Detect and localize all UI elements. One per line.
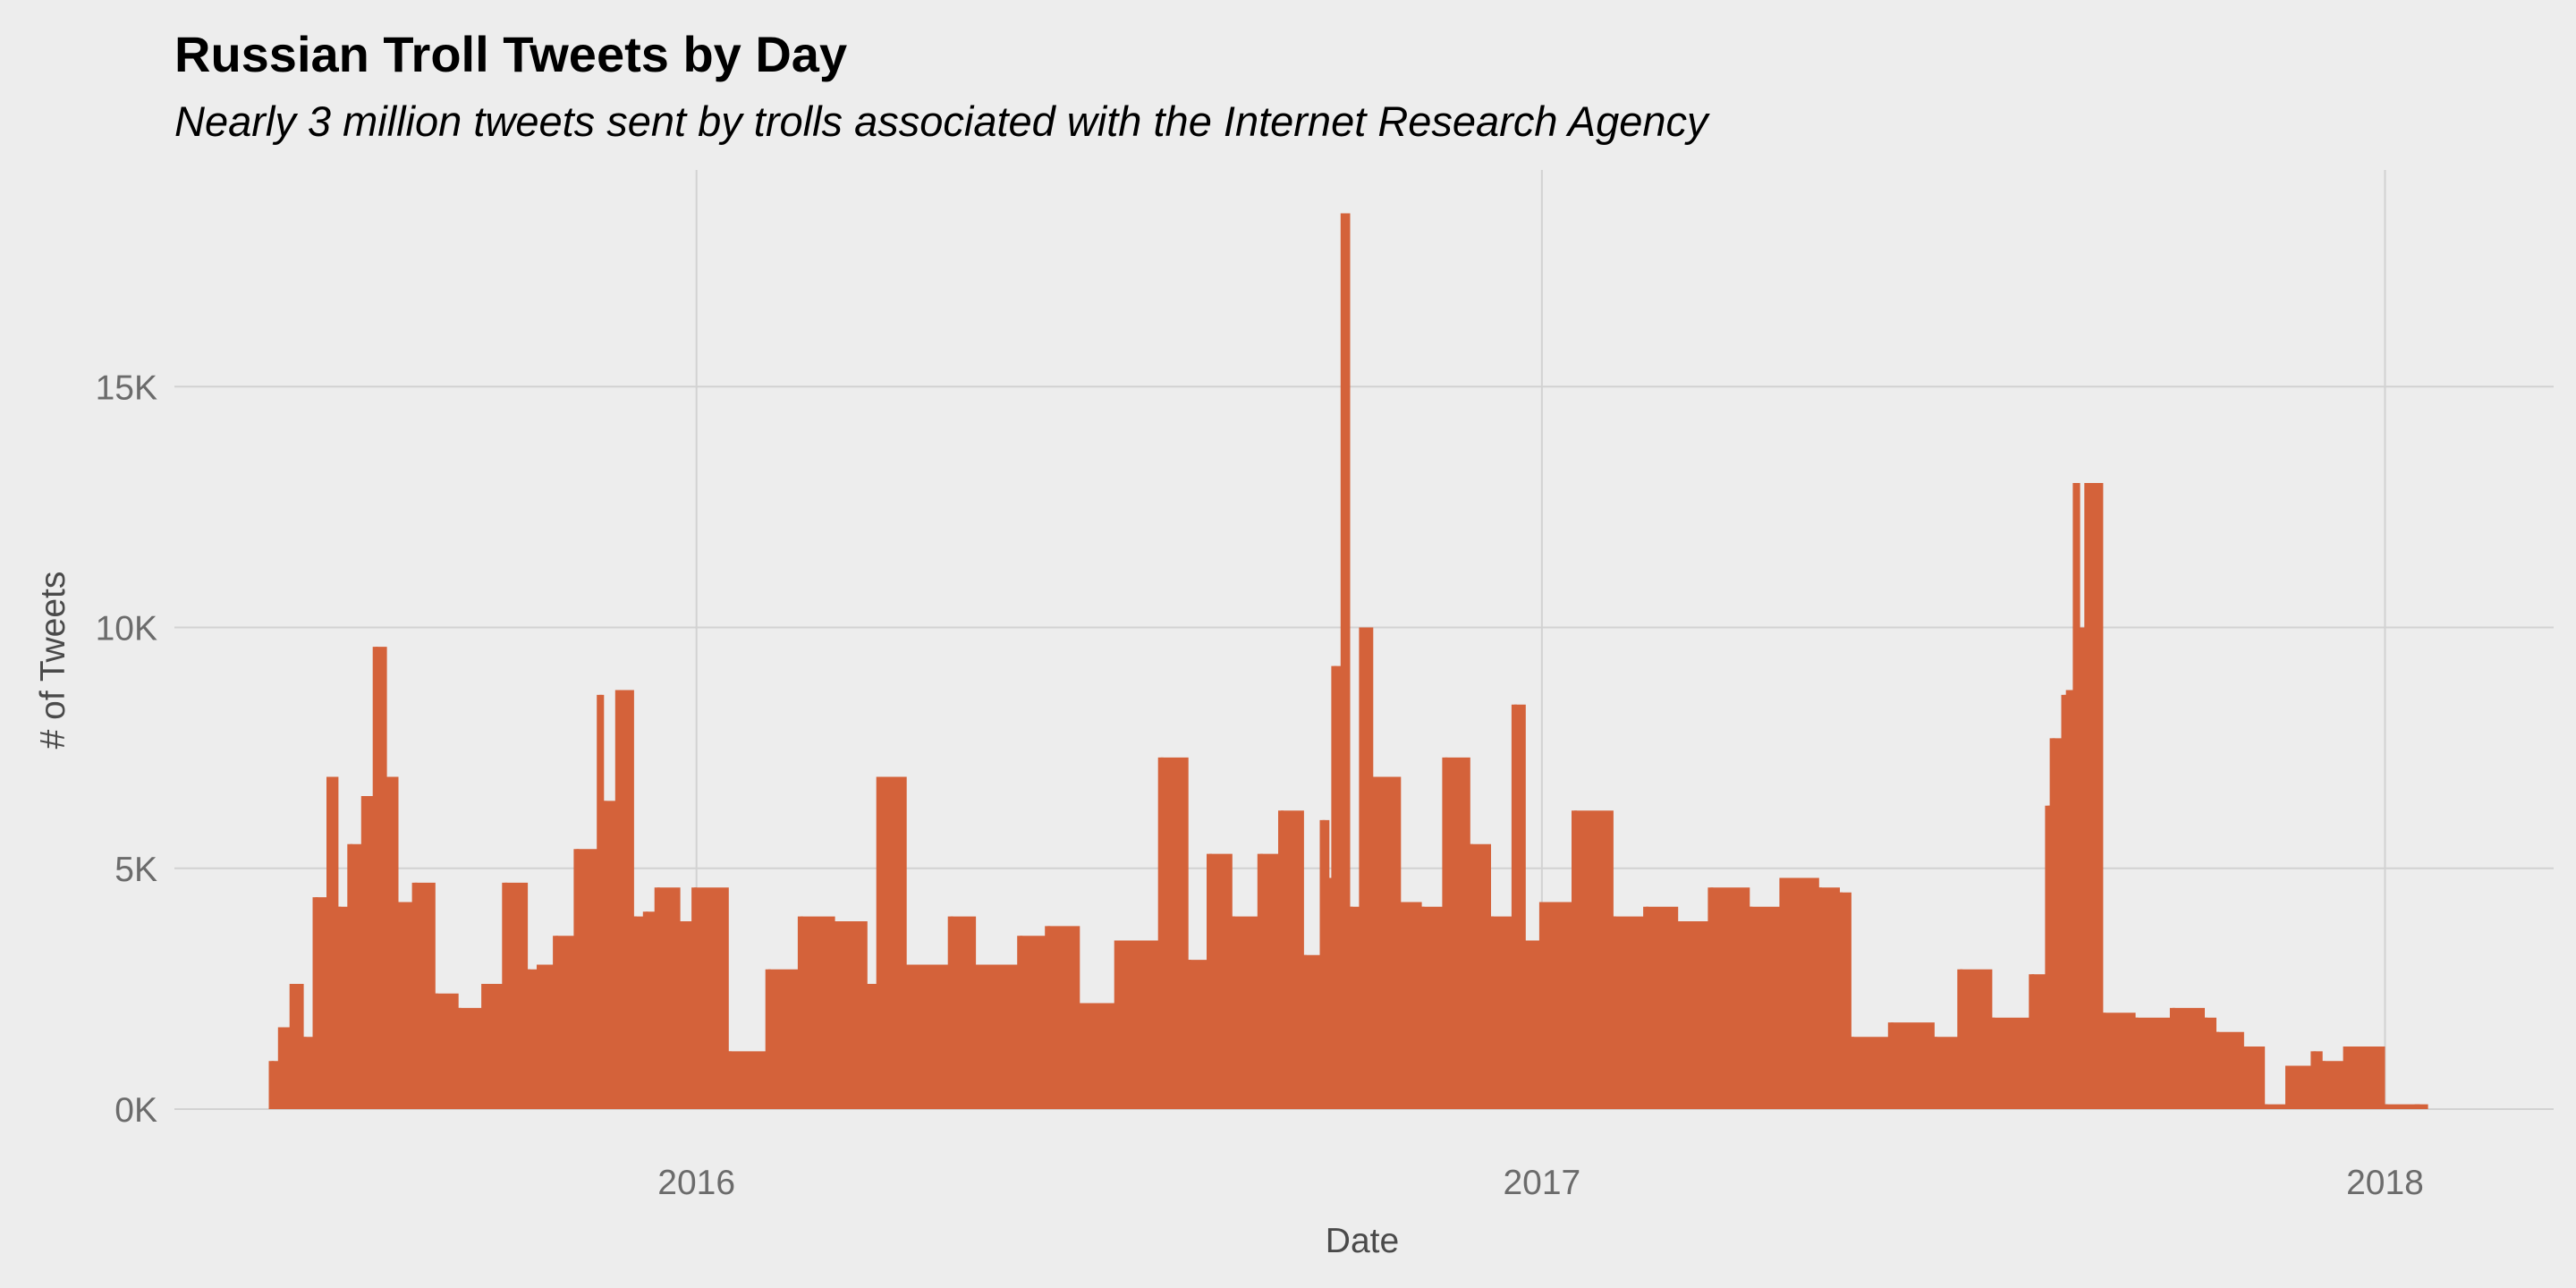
- x-axis-title: Date: [1326, 1222, 1399, 1260]
- y-tick-label: 5K: [114, 851, 157, 889]
- y-axis-title: # of Tweets: [34, 572, 72, 750]
- chart-title: Russian Troll Tweets by Day: [174, 26, 847, 82]
- y-tick-label: 15K: [96, 369, 157, 407]
- x-tick-label: 2017: [1503, 1164, 1580, 1202]
- y-tick-label: 0K: [114, 1091, 157, 1130]
- data-layer: [268, 213, 2428, 1109]
- y-tick-label: 10K: [96, 610, 157, 648]
- tweet-volume-area: [271, 213, 2428, 1109]
- tick-layer: 0K 5K 10K 15K 2016 2017 2018: [96, 369, 2424, 1202]
- x-tick-label: 2018: [2346, 1164, 2424, 1202]
- x-tick-label: 2016: [657, 1164, 735, 1202]
- chart-subtitle: Nearly 3 million tweets sent by trolls a…: [174, 97, 1710, 145]
